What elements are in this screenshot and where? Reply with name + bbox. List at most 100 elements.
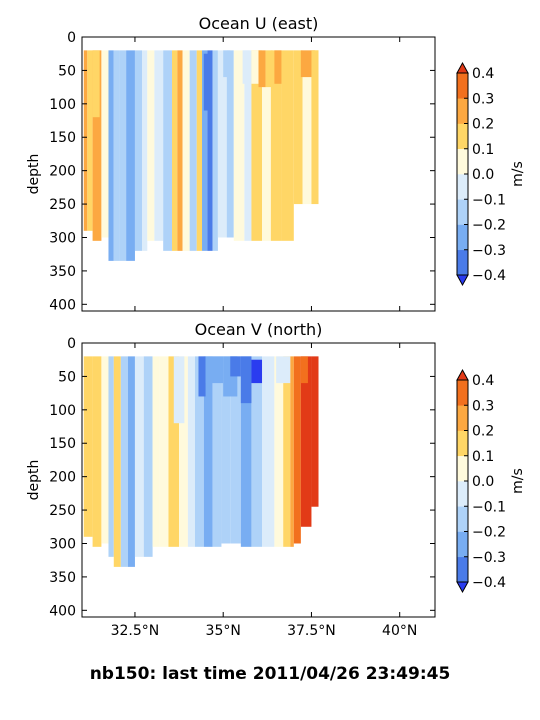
colorbar-tick-label: 0.3 <box>472 398 494 414</box>
y-axis-label: depth <box>26 154 42 195</box>
contour-band <box>108 356 114 557</box>
colorbar-tick-label: 0.4 <box>472 66 494 82</box>
contour-band <box>101 356 109 544</box>
y-tick-label: 150 <box>49 130 76 146</box>
contour-band <box>311 356 319 507</box>
contour-patch <box>276 356 291 384</box>
contour-band <box>217 50 227 238</box>
colorbar-tick-label: 0.1 <box>472 449 494 465</box>
colorbar-tick-label: −0.2 <box>472 525 506 541</box>
colorbar-tick-label: −0.2 <box>472 218 506 234</box>
contour-patch <box>242 50 250 84</box>
colorbar-label: m/s <box>510 161 526 187</box>
colorbar-segment <box>457 123 468 150</box>
colorbar-segment <box>457 531 468 558</box>
colorbar-segment <box>457 380 468 406</box>
plot-area <box>83 356 319 567</box>
colorbar-tick-label: −0.1 <box>472 192 506 208</box>
contour-band <box>212 50 218 251</box>
y-tick-label: 100 <box>49 403 76 419</box>
contour-band <box>92 356 102 547</box>
contour-patch <box>92 50 100 118</box>
contour-band <box>113 50 120 261</box>
y-axis-label: depth <box>26 460 42 501</box>
colorbar-segment <box>457 455 468 482</box>
y-tick-label: 150 <box>49 436 76 452</box>
contour-band <box>179 356 188 547</box>
colorbar-tick-label: 0.2 <box>472 117 494 133</box>
contour-band <box>83 50 88 231</box>
colorbar-segment <box>457 148 468 175</box>
contour-band <box>290 356 294 547</box>
x-tick-label: 32.5°N <box>111 623 160 639</box>
y-tick-label: 0 <box>67 336 76 352</box>
contour-band <box>202 50 208 251</box>
chart-title: Ocean U (east) <box>199 14 319 33</box>
colorbar-tick-label: −0.3 <box>472 550 506 566</box>
colorbar-tick-label: 0.0 <box>472 474 494 490</box>
colorbar-tick-label: 0.3 <box>472 91 494 107</box>
colorbar-segment <box>457 249 468 276</box>
y-tick-label: 200 <box>49 470 76 486</box>
contour-band <box>113 356 121 567</box>
contour-band <box>163 50 173 251</box>
contour-band <box>230 356 241 544</box>
contour-patch <box>251 50 263 84</box>
y-tick-label: 200 <box>49 164 76 180</box>
contour-band <box>281 50 294 241</box>
contour-patch <box>223 50 231 78</box>
colorbar-segment <box>457 556 468 583</box>
colorbar-segment <box>457 73 468 99</box>
colorbar-segment <box>457 506 468 532</box>
colorbar-tick-label: −0.4 <box>472 575 506 591</box>
contour-band <box>270 50 282 241</box>
plot-frame <box>81 36 436 312</box>
contour-band <box>311 50 319 205</box>
colorbar-tick-label: 0.4 <box>472 373 494 389</box>
contour-patch <box>311 50 319 111</box>
contour-band <box>203 356 213 547</box>
colorbar-tick-label: 0.0 <box>472 167 494 183</box>
colorbar-tick-label: 0.2 <box>472 424 494 440</box>
colorbar-extend-high <box>456 368 469 381</box>
contour-band <box>251 356 263 547</box>
contour-band <box>251 50 263 241</box>
contour-patch <box>205 356 224 384</box>
y-tick-label: 250 <box>49 503 76 519</box>
y-tick-label: 100 <box>49 97 76 113</box>
contour-band <box>182 50 190 251</box>
contour-band <box>134 50 143 251</box>
y-tick-label: 50 <box>58 369 76 385</box>
colorbar-extend-high <box>456 61 469 74</box>
contour-band <box>83 356 93 537</box>
colorbar-segment <box>457 98 468 124</box>
contour-band <box>87 50 93 231</box>
y-tick-label: 300 <box>49 230 76 246</box>
contour-band <box>172 50 178 251</box>
contour-band <box>293 356 301 544</box>
contour-band <box>168 356 180 547</box>
contour-patch <box>198 356 206 397</box>
contour-band <box>240 356 252 547</box>
contour-band <box>300 356 312 527</box>
contour-band <box>274 356 284 547</box>
contour-patch <box>203 53 210 111</box>
contour-band <box>244 50 252 241</box>
y-tick-label: 300 <box>49 536 76 552</box>
colorbar-segment <box>457 405 468 431</box>
contour-patch <box>258 50 266 88</box>
y-tick-label: 350 <box>49 264 76 280</box>
contour-band <box>101 50 109 238</box>
plot-area <box>83 50 319 261</box>
y-tick-label: 0 <box>67 30 76 46</box>
contour-patch <box>230 356 241 377</box>
colorbar-label: m/s <box>510 468 526 494</box>
chart-title: Ocean V (north) <box>195 320 323 339</box>
contour-patch <box>300 356 308 384</box>
contour-band <box>143 356 153 557</box>
contour-band <box>293 50 303 205</box>
x-tick-label: 35°N <box>206 623 241 639</box>
contour-band <box>159 356 169 547</box>
y-tick-label: 350 <box>49 570 76 586</box>
